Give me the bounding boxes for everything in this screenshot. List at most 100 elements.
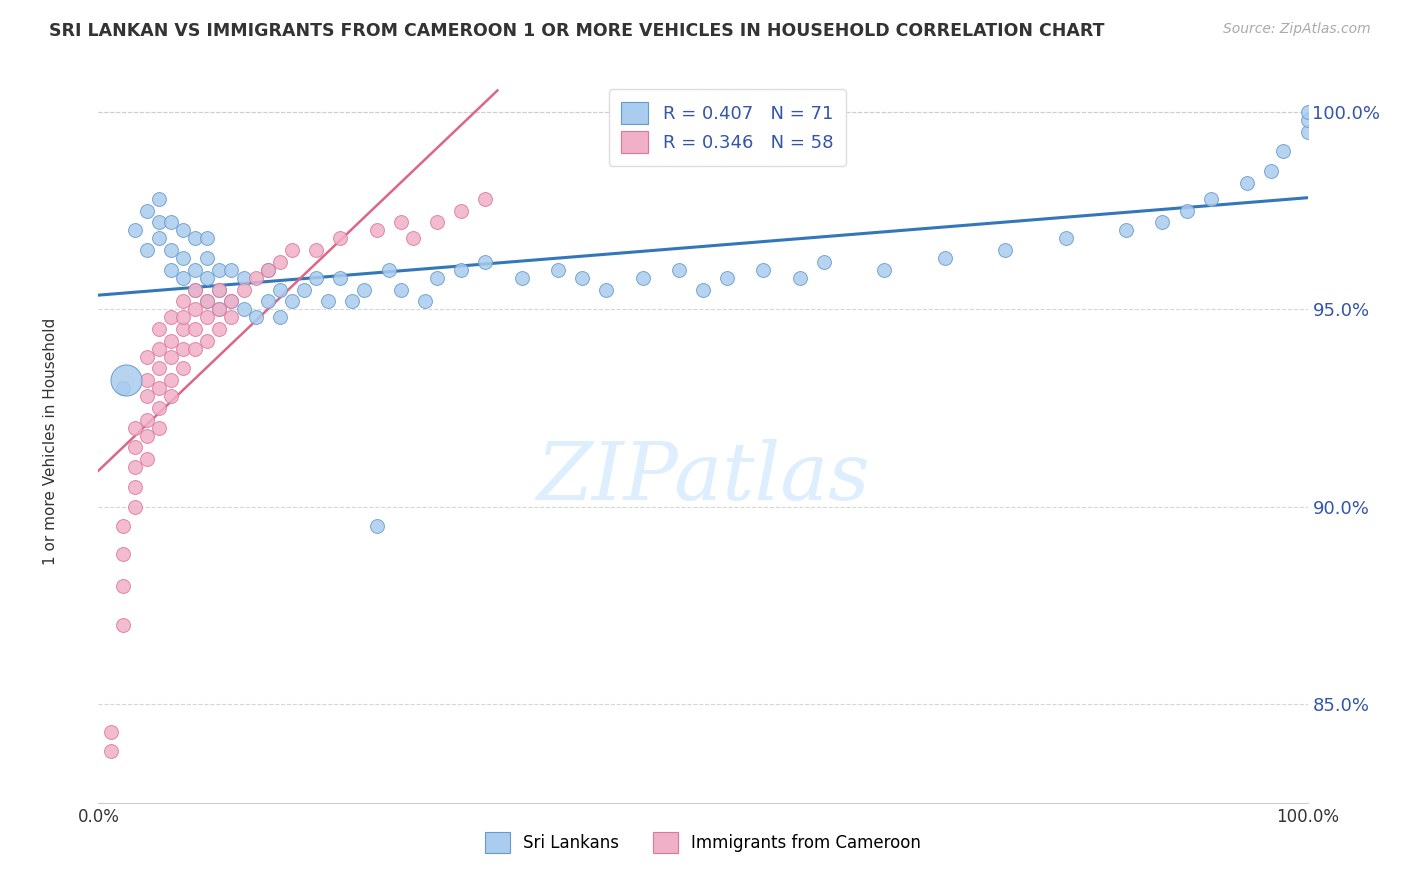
Point: [172, 223, 194, 237]
Point: [474, 255, 496, 269]
Point: [256, 294, 278, 309]
Point: [221, 294, 243, 309]
Point: [172, 361, 194, 376]
Point: [668, 262, 690, 277]
Point: [208, 302, 231, 317]
Point: [124, 441, 146, 455]
Point: [148, 322, 170, 336]
Point: [1296, 125, 1319, 139]
Point: [160, 243, 183, 257]
Point: [366, 519, 388, 533]
Point: [195, 251, 218, 265]
Point: [124, 500, 146, 514]
Point: [221, 310, 243, 325]
Point: [195, 294, 218, 309]
Point: [160, 350, 183, 364]
Point: [1115, 223, 1137, 237]
Point: [172, 310, 194, 325]
Point: [269, 310, 291, 325]
Text: SRI LANKAN VS IMMIGRANTS FROM CAMEROON 1 OR MORE VEHICLES IN HOUSEHOLD CORRELATI: SRI LANKAN VS IMMIGRANTS FROM CAMEROON 1…: [49, 22, 1105, 40]
Text: ZIPatlas: ZIPatlas: [536, 439, 870, 516]
Point: [281, 294, 304, 309]
Point: [111, 519, 134, 533]
Point: [100, 744, 122, 758]
Point: [426, 215, 449, 229]
Point: [160, 310, 183, 325]
Point: [571, 270, 593, 285]
Point: [426, 270, 449, 285]
Point: [329, 270, 352, 285]
Text: Source: ZipAtlas.com: Source: ZipAtlas.com: [1223, 22, 1371, 37]
Point: [813, 255, 835, 269]
Point: [160, 262, 183, 277]
Point: [135, 243, 157, 257]
Point: [208, 283, 231, 297]
Point: [184, 231, 207, 245]
Point: [135, 350, 157, 364]
Point: [195, 310, 218, 325]
Point: [389, 215, 412, 229]
Point: [342, 294, 364, 309]
Point: [752, 262, 775, 277]
Point: [269, 255, 291, 269]
Point: [329, 231, 352, 245]
Text: 1 or more Vehicles in Household: 1 or more Vehicles in Household: [42, 318, 58, 566]
Point: [148, 421, 170, 435]
Point: [208, 283, 231, 297]
Point: [631, 270, 654, 285]
Point: [208, 262, 231, 277]
Point: [1296, 104, 1319, 119]
Point: [281, 243, 304, 257]
Point: [256, 262, 278, 277]
Point: [172, 322, 194, 336]
Point: [172, 342, 194, 356]
Point: [124, 421, 146, 435]
Point: [232, 302, 254, 317]
Point: [292, 283, 315, 297]
Point: [873, 262, 896, 277]
Point: [1054, 231, 1077, 245]
Point: [184, 262, 207, 277]
Point: [184, 322, 207, 336]
Point: [184, 342, 207, 356]
Point: [195, 270, 218, 285]
Point: [269, 283, 291, 297]
Point: [135, 413, 157, 427]
Point: [377, 262, 399, 277]
Point: [195, 231, 218, 245]
Point: [111, 547, 134, 561]
Point: [148, 381, 170, 395]
Point: [195, 334, 218, 348]
Point: [172, 251, 194, 265]
Point: [366, 223, 388, 237]
Point: [208, 322, 231, 336]
Point: [389, 283, 412, 297]
Point: [160, 373, 183, 387]
Point: [148, 361, 170, 376]
Point: [692, 283, 714, 297]
Point: [135, 428, 157, 442]
Point: [413, 294, 436, 309]
Point: [195, 294, 218, 309]
Point: [934, 251, 956, 265]
Point: [450, 262, 472, 277]
Point: [305, 270, 328, 285]
Point: [450, 203, 472, 218]
Point: [994, 243, 1017, 257]
Point: [184, 283, 207, 297]
Point: [124, 223, 146, 237]
Point: [135, 389, 157, 403]
Point: [256, 262, 278, 277]
Point: [148, 342, 170, 356]
Point: [111, 618, 134, 632]
Point: [716, 270, 738, 285]
Point: [595, 283, 617, 297]
Point: [316, 294, 339, 309]
Point: [172, 270, 194, 285]
Point: [148, 192, 170, 206]
Point: [1199, 192, 1222, 206]
Point: [115, 373, 138, 387]
Point: [184, 283, 207, 297]
Point: [160, 389, 183, 403]
Point: [135, 203, 157, 218]
